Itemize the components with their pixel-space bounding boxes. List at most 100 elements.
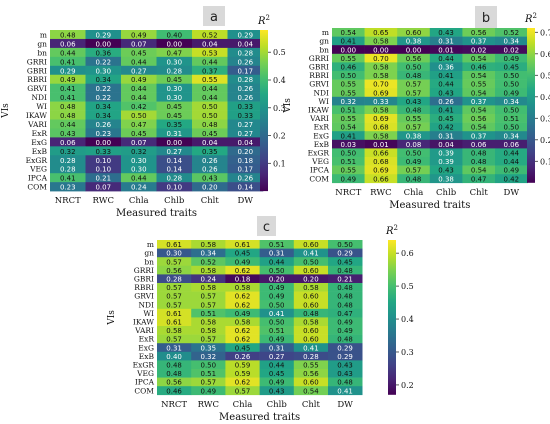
cell-value-label: 0.56 xyxy=(406,55,422,63)
heatmap-cell xyxy=(293,360,329,370)
heatmap-cell xyxy=(328,265,363,275)
cell-value-label: 0.60 xyxy=(303,336,319,344)
heatmap-cell xyxy=(191,240,226,249)
cell-value-label: 0.37 xyxy=(471,98,487,106)
cell-value-label: 0.50 xyxy=(269,301,285,309)
colorbar-tick-label: 0.1 xyxy=(540,157,550,166)
cell-value-label: 0.55 xyxy=(341,89,357,97)
cell-value-label: 0.00 xyxy=(341,46,357,54)
cell-value-label: 0.62 xyxy=(235,293,251,301)
x-tick-label: RWC xyxy=(93,196,114,206)
cell-value-label: 0.00 xyxy=(95,40,111,48)
heatmap-cell xyxy=(50,110,86,120)
heatmap-cell xyxy=(328,240,363,249)
heatmap-cell xyxy=(364,139,398,149)
heatmap-cell xyxy=(121,83,157,93)
heatmap-panel-a: a0.48 0.29 0.49 0.40 0.52 0.290.06 0.00 0.07 0.0… xyxy=(1,6,286,219)
heatmap-cell xyxy=(429,71,463,80)
heatmap-cell xyxy=(462,88,496,98)
heatmap-cell xyxy=(227,65,264,76)
cell-value-label: 0.30 xyxy=(166,94,182,102)
heatmap-cell xyxy=(85,146,122,156)
cell-value-label: 0.29 xyxy=(337,353,353,361)
heatmap-cell xyxy=(328,274,363,284)
heatmap-cell xyxy=(121,137,157,147)
cell-value-label: 0.58 xyxy=(373,38,389,46)
cell-value-label: 0.57 xyxy=(406,81,422,89)
cell-value-label: 0.22 xyxy=(95,58,111,66)
heatmap-cell xyxy=(50,173,86,183)
cell-value-label: 0.50 xyxy=(341,72,357,80)
y-tick-label: m xyxy=(40,30,47,39)
cell-value-label: 0.69 xyxy=(373,115,389,123)
y-tick-label: IKAW xyxy=(26,111,47,120)
cell-value-label: 0.06 xyxy=(504,141,520,149)
cell-value-label: 0.57 xyxy=(201,336,217,344)
x-tick-label: DW xyxy=(504,188,520,198)
heatmap-cell xyxy=(259,240,295,249)
cell-value-label: 0.47 xyxy=(131,121,147,129)
cell-value-label: 0.54 xyxy=(471,72,487,80)
cell-value-label: 0.35 xyxy=(201,344,217,352)
cell-value-label: 0.26 xyxy=(202,166,218,174)
heatmap-cell xyxy=(332,36,365,46)
y-tick-label: ExB xyxy=(139,352,155,361)
heatmap-cell xyxy=(328,351,363,361)
cell-value-label: 0.46 xyxy=(341,64,357,72)
heatmap-cell xyxy=(227,47,264,58)
heatmap-cell xyxy=(364,148,398,158)
cell-value-label: 0.01 xyxy=(438,46,454,54)
heatmap-cell xyxy=(293,326,329,335)
cell-value-label: 0.33 xyxy=(373,98,389,106)
cell-value-label: 0.45 xyxy=(235,250,251,258)
x-axis-title: Measured traits xyxy=(219,412,300,423)
heatmap-cell xyxy=(50,56,86,67)
cell-value-label: 0.48 xyxy=(471,150,487,158)
colorbar-tick-label: 0.4 xyxy=(401,315,414,324)
heatmap-cell xyxy=(191,300,226,310)
heatmap-cell xyxy=(429,165,463,175)
heatmap-cell xyxy=(156,155,193,165)
cell-value-label: 0.20 xyxy=(269,276,285,284)
cell-value-label: 0.32 xyxy=(341,98,357,106)
cell-value-label: 0.55 xyxy=(406,115,422,123)
heatmap-cell xyxy=(157,360,192,370)
cell-value-label: 0.58 xyxy=(201,319,217,327)
cell-value-label: 0.50 xyxy=(337,241,353,249)
cell-value-label: 0.27 xyxy=(237,121,253,129)
heatmap-cell xyxy=(225,248,260,258)
y-tick-label: gn xyxy=(144,249,154,258)
y-tick-label: WI xyxy=(36,102,47,111)
heatmap-cell xyxy=(191,334,226,344)
y-tick-label: NDI xyxy=(138,300,154,309)
heatmap-cell xyxy=(397,148,431,158)
heatmap-cell xyxy=(156,110,193,120)
cell-value-label: 0.58 xyxy=(201,284,217,292)
heatmap-cell xyxy=(50,101,86,111)
heatmap-cell xyxy=(462,105,496,115)
panel-label: c xyxy=(263,220,270,235)
colorbar-tick-label: 0.7 xyxy=(540,28,550,37)
cell-value-label: 0.44 xyxy=(131,94,147,102)
colorbar xyxy=(388,240,396,395)
heatmap-cell xyxy=(121,119,157,129)
cell-value-label: 0.49 xyxy=(337,319,353,327)
cell-value-label: 0.22 xyxy=(95,94,111,102)
cell-value-label: 0.33 xyxy=(237,112,253,120)
cell-value-label: 0.29 xyxy=(337,344,353,352)
cell-value-label: 0.48 xyxy=(406,72,422,80)
heatmap-cell xyxy=(227,119,264,129)
cell-value-label: 0.50 xyxy=(504,72,520,80)
cell-value-label: 0.37 xyxy=(471,132,487,140)
cell-value-label: 0.49 xyxy=(504,167,520,175)
cell-value-label: 0.06 xyxy=(60,139,76,147)
heatmap-cell xyxy=(157,334,192,344)
y-tick-label: GBRI xyxy=(309,63,329,72)
cell-value-label: 0.42 xyxy=(438,124,454,132)
cell-value-label: 0.38 xyxy=(406,38,422,46)
heatmap-cell xyxy=(85,110,122,120)
heatmap-cell xyxy=(462,157,496,166)
heatmap-cell xyxy=(495,105,528,115)
heatmap-cell xyxy=(191,360,226,370)
cell-value-label: 0.47 xyxy=(337,310,353,318)
